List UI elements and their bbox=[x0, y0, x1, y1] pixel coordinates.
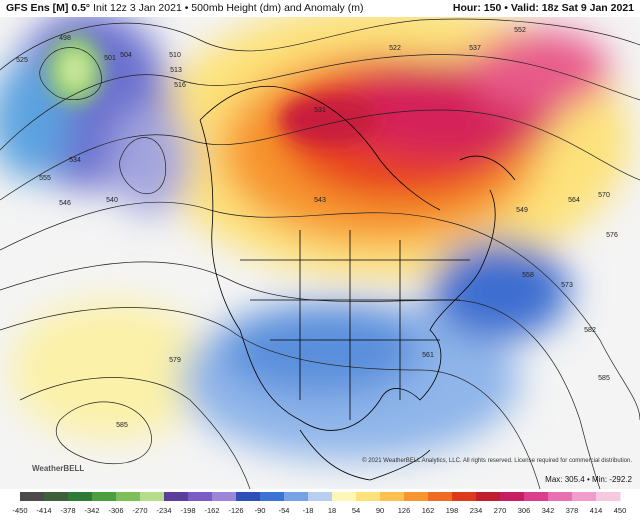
colorbar: -450 -414 -378 -342 -306 -270 -234 -198 -162 -126… bbox=[12, 492, 626, 515]
colorbar-label: -126 bbox=[228, 506, 243, 515]
logo: WeatherBELL bbox=[32, 464, 84, 473]
hour: Hour: 150 • bbox=[452, 2, 508, 14]
colorbar-segment bbox=[428, 492, 453, 501]
contour-label: 546 bbox=[59, 200, 71, 207]
contour-label: 561 bbox=[422, 352, 434, 359]
colorbar-label: 270 bbox=[494, 506, 507, 515]
colorbar-label: 450 bbox=[614, 506, 627, 515]
colorbar-segment bbox=[68, 492, 93, 501]
contour-label: 552 bbox=[514, 27, 526, 34]
colorbar-segment bbox=[596, 492, 621, 501]
colorbar-label: 126 bbox=[398, 506, 411, 515]
colorbar-label: -414 bbox=[36, 506, 51, 515]
contour-label: 543 bbox=[314, 197, 326, 204]
colorbar-label: 378 bbox=[566, 506, 579, 515]
contour-label: 555 bbox=[39, 175, 51, 182]
init-time: Init 12z 3 Jan 2021 • 500mb Height (dm) … bbox=[93, 2, 364, 14]
max-min: Max: 305.4 • Min: -292.2 bbox=[545, 475, 632, 484]
colorbar-label: -162 bbox=[204, 506, 219, 515]
contour-label: 510 bbox=[169, 52, 181, 59]
colorbar-segment bbox=[284, 492, 309, 501]
contour-label: 513 bbox=[170, 67, 182, 74]
colorbar-segment bbox=[260, 492, 285, 501]
height-contours bbox=[0, 18, 640, 489]
contour-label: 573 bbox=[561, 282, 573, 289]
coastlines bbox=[199, 85, 516, 481]
contour-label: 570 bbox=[598, 192, 610, 199]
colorbar-segment bbox=[212, 492, 237, 501]
colorbar-label: 18 bbox=[328, 506, 336, 515]
colorbar-segment bbox=[188, 492, 213, 501]
colorbar-label: 342 bbox=[542, 506, 555, 515]
colorbar-label: 198 bbox=[446, 506, 459, 515]
contour-label: 522 bbox=[389, 45, 401, 52]
colorbar-segment bbox=[524, 492, 549, 501]
contour-label: 498 bbox=[59, 35, 71, 42]
colorbar-segment bbox=[476, 492, 501, 501]
colorbar-segment bbox=[548, 492, 573, 501]
colorbar-label: -198 bbox=[180, 506, 195, 515]
colorbar-segment bbox=[116, 492, 141, 501]
colorbar-segment bbox=[20, 492, 45, 501]
colorbar-label: 90 bbox=[376, 506, 384, 515]
contour-label: 585 bbox=[598, 375, 610, 382]
colorbar-label: -234 bbox=[156, 506, 171, 515]
contour-label: 504 bbox=[120, 52, 132, 59]
contour-label: 549 bbox=[516, 207, 528, 214]
contour-label: 582 bbox=[584, 327, 596, 334]
colorbar-segment bbox=[308, 492, 333, 501]
contour-label: 585 bbox=[116, 422, 128, 429]
colorbar-segment bbox=[572, 492, 597, 501]
colorbar-label: -306 bbox=[108, 506, 123, 515]
valid-time: Valid: 18z Sat 9 Jan 2021 bbox=[510, 2, 634, 14]
colorbar-label: -270 bbox=[132, 506, 147, 515]
colorbar-label: -342 bbox=[84, 506, 99, 515]
colorbar-label: -90 bbox=[255, 506, 266, 515]
colorbar-segment bbox=[164, 492, 189, 501]
contour-labels: 525 498 501 504 510 513 516 522 537 552 531 543 549 5… bbox=[16, 27, 618, 429]
colorbar-segment bbox=[404, 492, 429, 501]
contour-label: 534 bbox=[69, 157, 81, 164]
contour-label: 516 bbox=[174, 82, 186, 89]
colorbar-segment bbox=[236, 492, 261, 501]
colorbar-label: -18 bbox=[303, 506, 314, 515]
colorbar-segment bbox=[500, 492, 525, 501]
colorbar-segment bbox=[452, 492, 477, 501]
model-name: GFS Ens [M] 0.5° bbox=[6, 2, 91, 14]
contour-label: 564 bbox=[568, 197, 580, 204]
colorbar-label: 414 bbox=[590, 506, 603, 515]
colorbar-label: 234 bbox=[470, 506, 483, 515]
colorbar-segment bbox=[44, 492, 69, 501]
contour-label: 558 bbox=[522, 272, 534, 279]
anomaly-field bbox=[0, 17, 640, 489]
colorbar-label: -450 bbox=[12, 506, 27, 515]
colorbar-segment bbox=[356, 492, 381, 501]
colorbar-label: -378 bbox=[60, 506, 75, 515]
colorbar-label: 162 bbox=[422, 506, 435, 515]
contour-label: 576 bbox=[606, 232, 618, 239]
contour-label: 525 bbox=[16, 57, 28, 64]
colorbar-segment bbox=[380, 492, 405, 501]
colorbar-segment bbox=[92, 492, 117, 501]
contour-label: 540 bbox=[106, 197, 118, 204]
contour-label: 579 bbox=[169, 357, 181, 364]
colorbar-segment bbox=[140, 492, 165, 501]
colorbar-label: -54 bbox=[279, 506, 290, 515]
contour-label: 501 bbox=[104, 55, 116, 62]
colorbar-label: 54 bbox=[352, 506, 360, 515]
colorbar-segment bbox=[332, 492, 357, 501]
colorbar-label: 306 bbox=[518, 506, 531, 515]
header-right: Hour: 150 • Valid: 18z Sat 9 Jan 2021 bbox=[453, 2, 634, 14]
header-left: GFS Ens [M] 0.5° Init 12z 3 Jan 2021 • 5… bbox=[6, 2, 363, 14]
contour-label: 537 bbox=[469, 45, 481, 52]
copyright: © 2021 WeatherBELL Analytics, LLC. All r… bbox=[362, 457, 632, 464]
contour-label: 531 bbox=[314, 107, 326, 114]
